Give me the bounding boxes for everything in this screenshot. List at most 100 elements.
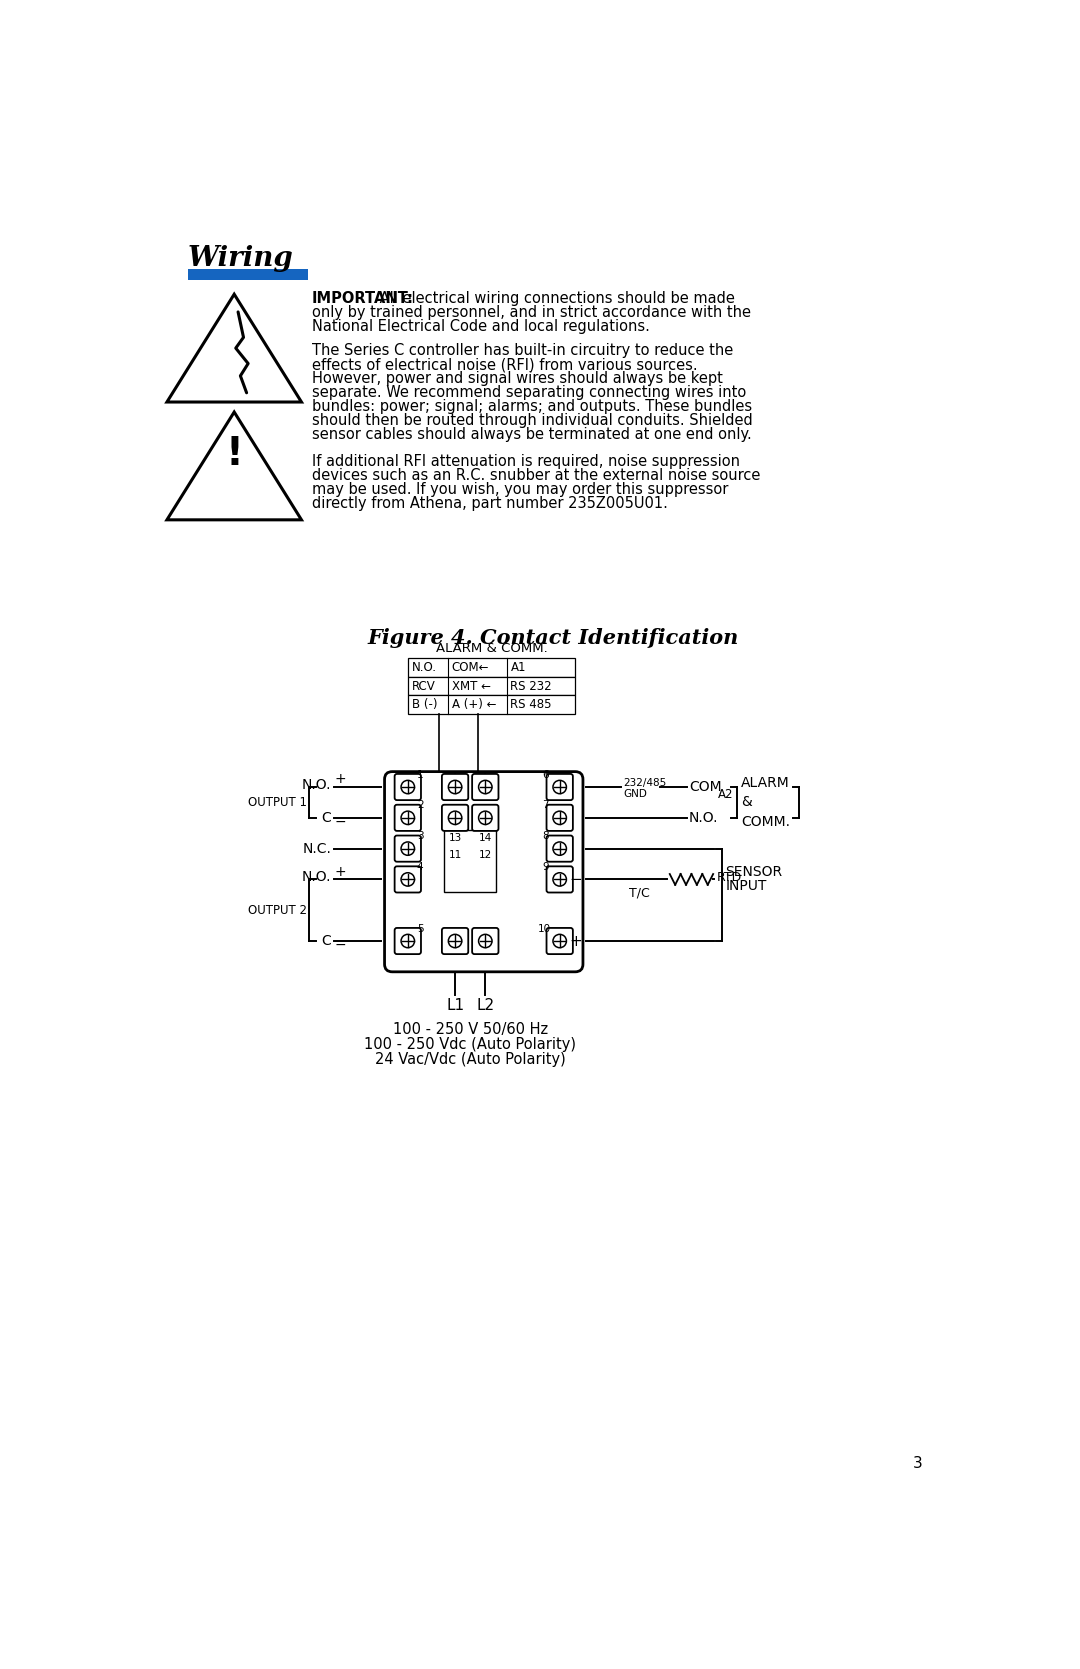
Bar: [188, 269, 308, 280]
Text: RTD: RTD: [716, 871, 742, 885]
FancyBboxPatch shape: [546, 774, 572, 799]
Text: 24 Vac/Vdc (Auto Polarity): 24 Vac/Vdc (Auto Polarity): [375, 1051, 566, 1066]
Text: separate. We recommend separating connecting wires into: separate. We recommend separating connec…: [312, 386, 746, 401]
Text: may be used. If you wish, you may order this suppressor: may be used. If you wish, you may order …: [312, 482, 728, 497]
Text: N.O.: N.O.: [301, 778, 332, 791]
Text: XMT ←: XMT ←: [451, 679, 490, 693]
Text: All electrical wiring connections should be made: All electrical wiring connections should…: [375, 290, 735, 305]
Text: N.C.: N.C.: [302, 841, 332, 856]
Text: +: +: [334, 865, 346, 878]
Text: Figure 4. Contact Identification: Figure 4. Contact Identification: [368, 628, 739, 648]
FancyBboxPatch shape: [546, 866, 572, 893]
Text: N.O.: N.O.: [413, 661, 437, 674]
FancyBboxPatch shape: [546, 836, 572, 861]
Text: 9: 9: [542, 863, 549, 873]
Text: effects of electrical noise (RFI) from various sources.: effects of electrical noise (RFI) from v…: [312, 357, 698, 372]
Text: −: −: [569, 871, 582, 886]
Text: 232/485: 232/485: [623, 778, 666, 788]
Text: 14: 14: [478, 833, 491, 843]
Bar: [408, 696, 575, 714]
Text: OUTPUT 1: OUTPUT 1: [248, 796, 307, 809]
Circle shape: [448, 935, 462, 948]
Text: 11: 11: [448, 850, 462, 860]
FancyBboxPatch shape: [442, 774, 469, 799]
Text: The Series C controller has built-in circuitry to reduce the: The Series C controller has built-in cir…: [312, 344, 733, 359]
Text: COM: COM: [689, 779, 721, 794]
Circle shape: [478, 811, 492, 824]
Text: N.O.: N.O.: [689, 811, 718, 824]
Circle shape: [401, 841, 415, 855]
Text: OUTPUT 2: OUTPUT 2: [248, 903, 307, 916]
Text: GND: GND: [623, 789, 647, 799]
Circle shape: [401, 873, 415, 886]
Text: RS 485: RS 485: [511, 698, 552, 711]
Circle shape: [478, 935, 492, 948]
Bar: [408, 678, 575, 696]
FancyBboxPatch shape: [472, 774, 499, 799]
Text: 10: 10: [538, 923, 551, 933]
FancyBboxPatch shape: [472, 804, 499, 831]
Circle shape: [553, 811, 566, 824]
Circle shape: [553, 935, 566, 948]
Text: &: &: [741, 796, 752, 809]
Text: Wiring: Wiring: [188, 245, 294, 272]
Text: ALARM: ALARM: [741, 776, 789, 789]
Text: 5: 5: [417, 923, 423, 933]
Text: should then be routed through individual conduits. Shielded: should then be routed through individual…: [312, 412, 753, 427]
Text: ALARM & COMM.: ALARM & COMM.: [435, 641, 548, 654]
Bar: [408, 659, 575, 678]
Text: C: C: [322, 811, 332, 824]
Text: directly from Athena, part number 235Z005U01.: directly from Athena, part number 235Z00…: [312, 496, 667, 511]
FancyBboxPatch shape: [394, 774, 421, 799]
Text: L1: L1: [446, 998, 464, 1013]
Text: INPUT: INPUT: [726, 878, 767, 893]
Text: T/C: T/C: [629, 886, 649, 900]
Text: −: −: [334, 814, 346, 829]
Text: A2: A2: [718, 788, 733, 801]
Circle shape: [401, 935, 415, 948]
Text: 12: 12: [478, 850, 491, 860]
Text: 3: 3: [913, 1455, 922, 1470]
Text: RS 232: RS 232: [511, 679, 552, 693]
Text: 13: 13: [448, 833, 462, 843]
Circle shape: [553, 841, 566, 855]
Text: 100 - 250 Vdc (Auto Polarity): 100 - 250 Vdc (Auto Polarity): [364, 1036, 577, 1051]
FancyBboxPatch shape: [394, 866, 421, 893]
Text: bundles: power; signal; alarms; and outputs. These bundles: bundles: power; signal; alarms; and outp…: [312, 399, 752, 414]
Text: 8: 8: [542, 831, 549, 841]
Text: 4: 4: [417, 863, 423, 873]
Circle shape: [478, 781, 492, 794]
FancyBboxPatch shape: [394, 804, 421, 831]
Circle shape: [401, 811, 415, 824]
Text: 6: 6: [542, 769, 549, 779]
Text: 100 - 250 V 50/60 Hz: 100 - 250 V 50/60 Hz: [393, 1021, 548, 1036]
Text: COM←: COM←: [451, 661, 489, 674]
FancyBboxPatch shape: [546, 804, 572, 831]
Text: COMM.: COMM.: [741, 814, 791, 829]
Text: SENSOR: SENSOR: [726, 865, 783, 878]
Text: +: +: [334, 773, 346, 786]
FancyBboxPatch shape: [442, 804, 469, 831]
Text: If additional RFI attenuation is required, noise suppression: If additional RFI attenuation is require…: [312, 454, 740, 469]
Text: L2: L2: [476, 998, 495, 1013]
Circle shape: [553, 781, 566, 794]
Circle shape: [401, 781, 415, 794]
Text: However, power and signal wires should always be kept: However, power and signal wires should a…: [312, 371, 723, 386]
Text: +: +: [569, 933, 582, 948]
Text: A1: A1: [511, 661, 526, 674]
FancyBboxPatch shape: [472, 928, 499, 955]
Bar: [444, 829, 496, 891]
Text: 1: 1: [417, 769, 423, 779]
Text: National Electrical Code and local regulations.: National Electrical Code and local regul…: [312, 319, 649, 334]
FancyBboxPatch shape: [394, 836, 421, 861]
Text: IMPORTANT:: IMPORTANT:: [312, 290, 414, 305]
Text: !: !: [226, 436, 243, 474]
Text: C: C: [322, 935, 332, 948]
Circle shape: [553, 873, 566, 886]
Text: 2: 2: [417, 801, 423, 811]
Text: B (-): B (-): [413, 698, 437, 711]
FancyBboxPatch shape: [546, 928, 572, 955]
Text: devices such as an R.C. snubber at the external noise source: devices such as an R.C. snubber at the e…: [312, 469, 760, 484]
Text: A (+) ←: A (+) ←: [451, 698, 496, 711]
Text: RCV: RCV: [413, 679, 436, 693]
